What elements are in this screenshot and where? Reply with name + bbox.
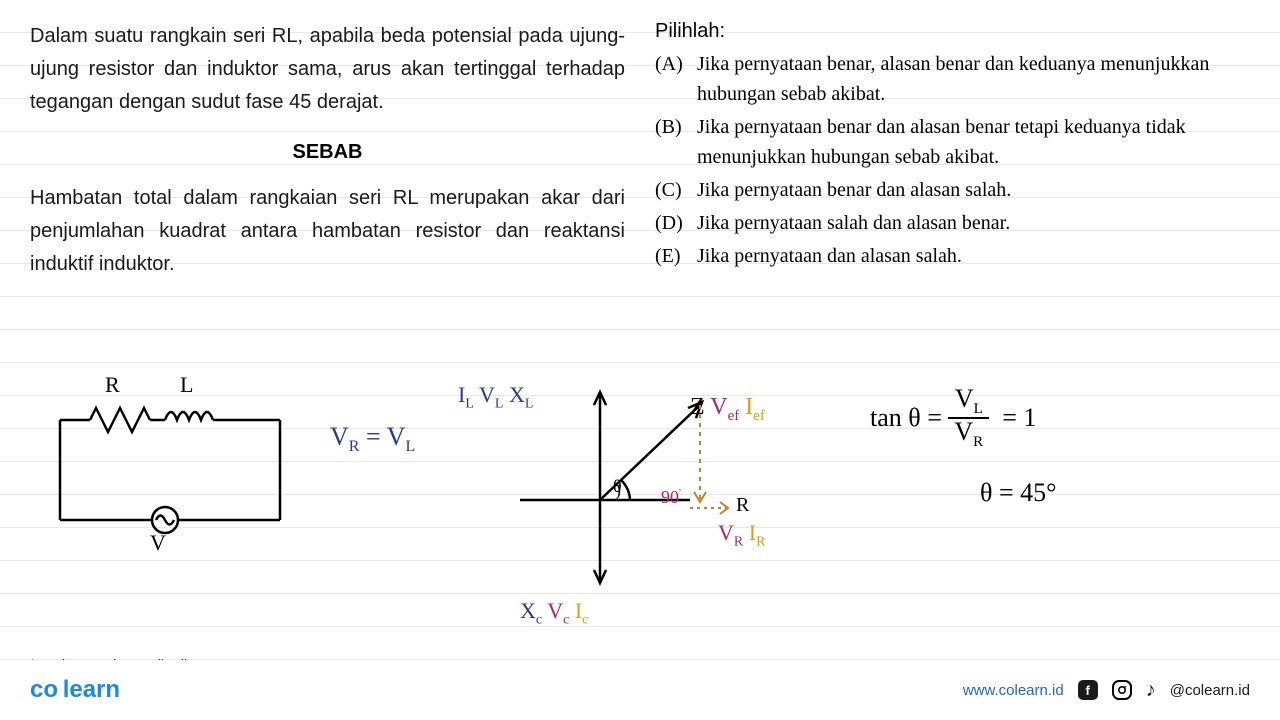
choice-text: Jika pernyataan benar, alasan benar dan … bbox=[697, 49, 1250, 109]
choices-header: Pilihlah: bbox=[655, 20, 1250, 43]
svg-text:): ) bbox=[615, 480, 621, 501]
choice-letter: (A) bbox=[655, 49, 697, 109]
choice-row: (B)Jika pernyataan benar dan alasan bena… bbox=[655, 112, 1250, 172]
footer-handle: @colearn.id bbox=[1170, 682, 1250, 699]
circuit-svg bbox=[50, 380, 310, 550]
sebab-label: SEBAB bbox=[30, 141, 625, 164]
r-axis-arrow bbox=[690, 498, 740, 518]
diagram-area: R L V VR = VL bbox=[30, 380, 1250, 640]
circuit-label-l: L bbox=[180, 372, 193, 398]
footer-url: www.colearn.id bbox=[963, 682, 1064, 699]
choice-row: (A)Jika pernyataan benar, alasan benar d… bbox=[655, 49, 1250, 109]
tiktok-icon: ♪ bbox=[1146, 679, 1156, 702]
choice-text: Jika pernyataan dan alasan salah. bbox=[697, 241, 1250, 271]
annotation-vr-ir: VR IR bbox=[718, 520, 765, 550]
circuit-diagram: R L V bbox=[50, 380, 310, 550]
choice-text: Jika pernyataan benar dan alasan salah. bbox=[697, 175, 1250, 205]
choice-text: Jika pernyataan benar dan alasan benar t… bbox=[697, 112, 1250, 172]
circuit-label-v: V bbox=[150, 530, 166, 556]
annotation-ninety: 90' bbox=[661, 487, 681, 508]
brand-co: co bbox=[30, 676, 58, 703]
circuit-label-r: R bbox=[105, 372, 120, 398]
choice-row: (D)Jika pernyataan salah dan alasan bena… bbox=[655, 208, 1250, 238]
choice-letter: (E) bbox=[655, 241, 697, 271]
right-column: Pilihlah: (A)Jika pernyataan benar, alas… bbox=[655, 20, 1250, 281]
annotation-z-vef-ief: Z Vef Ief bbox=[690, 394, 765, 425]
question-statement: Dalam suatu rangkain seri RL, apabila be… bbox=[30, 20, 625, 119]
footer-bar: co learn www.colearn.id f ♪ @colearn.id bbox=[0, 660, 1280, 720]
choice-letter: (D) bbox=[655, 208, 697, 238]
instagram-icon bbox=[1112, 680, 1132, 700]
choice-letter: (B) bbox=[655, 112, 697, 172]
content-area: Dalam suatu rangkain seri RL, apabila be… bbox=[0, 0, 1280, 301]
question-reason: Hambatan total dalam rangkaian seri RL m… bbox=[30, 182, 625, 281]
choice-row: (E)Jika pernyataan dan alasan salah. bbox=[655, 241, 1250, 271]
brand-logo: co learn bbox=[30, 676, 120, 704]
choices-list: (A)Jika pernyataan benar, alasan benar d… bbox=[655, 49, 1250, 271]
annotation-vr-eq-vl: VR = VL bbox=[330, 422, 415, 456]
choice-letter: (C) bbox=[655, 175, 697, 205]
choice-row: (C)Jika pernyataan benar dan alasan sala… bbox=[655, 175, 1250, 205]
choice-text: Jika pernyataan salah dan alasan benar. bbox=[697, 208, 1250, 238]
facebook-icon: f bbox=[1078, 680, 1098, 700]
annotation-theta-45: θ = 45° bbox=[980, 478, 1057, 508]
brand-learn: learn bbox=[63, 676, 120, 703]
footer-right: www.colearn.id f ♪ @colearn.id bbox=[963, 679, 1250, 702]
left-column: Dalam suatu rangkain seri RL, apabila be… bbox=[30, 20, 625, 281]
annotation-xc-vc-ic: Xc Vc Ic bbox=[520, 598, 588, 628]
annotation-tan-theta: tan θ = VL VR = 1 bbox=[870, 386, 1230, 450]
